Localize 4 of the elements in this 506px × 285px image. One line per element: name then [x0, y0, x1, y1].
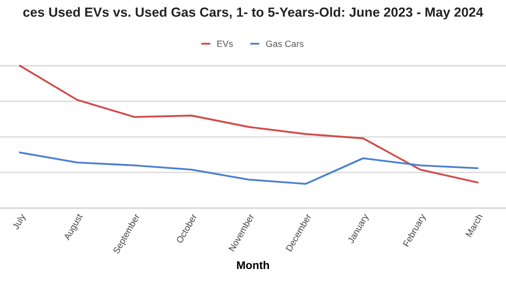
x-axis-title: Month — [237, 260, 269, 270]
legend-label: EVs — [217, 40, 233, 47]
legend-label: Gas Cars — [266, 40, 304, 47]
chart-title: ces Used EVs vs. Used Gas Cars, 1- to 5-Years-Old: June 2023 - May 2024 — [23, 7, 484, 20]
